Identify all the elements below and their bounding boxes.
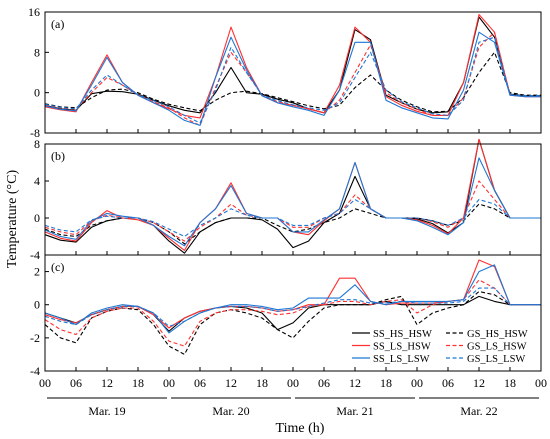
day-label: Mar. 19 (88, 404, 125, 418)
x-tick-label: 00 (535, 376, 547, 390)
y-tick-label: 4 (34, 174, 40, 188)
legend-label: GS_HS_HSW (467, 329, 528, 340)
x-tick-label: 00 (163, 376, 175, 390)
panel-0-series (44, 13, 541, 126)
legend-label: SS_LS_HSW (373, 342, 431, 353)
y-tick-label: -4 (30, 248, 40, 262)
y-tick-label: -4 (30, 364, 40, 378)
x-tick-label: 18 (504, 376, 516, 390)
panel-label: (b) (51, 149, 65, 163)
y-axis-title: Temperature (°C) (5, 170, 20, 269)
x-tick-label: 06 (318, 376, 330, 390)
series-line-gs-ls-lsw (44, 36, 541, 124)
x-tick-label: 12 (225, 376, 237, 390)
series-line-gs-hs-hsw (44, 51, 541, 113)
x-tick-label: 06 (70, 376, 82, 390)
legend-entry-ss-ls-hsw: SS_LS_HSW (352, 342, 431, 353)
series-line-ss-ls-lsw (44, 264, 541, 334)
x-tick-label: 18 (380, 376, 392, 390)
series-line-ss-hs-hsw (44, 138, 541, 254)
x-tick-label: 12 (349, 376, 361, 390)
y-tick-label: 8 (34, 137, 40, 151)
legend-label: GS_LS_LSW (467, 354, 525, 365)
panel-2-series (44, 259, 541, 355)
panel-2: -4 -2 0 2 (c) (30, 254, 542, 378)
x-axis-title: Time (h) (276, 421, 325, 436)
legend-label: SS_HS_HSW (373, 329, 432, 340)
legend-entry-gs-ls-hsw: GS_LS_HSW (446, 342, 527, 353)
legend-label: SS_LS_LSW (373, 354, 430, 365)
legend-entry-ss-hs-hsw: SS_HS_HSW (352, 329, 432, 340)
day-label: Mar. 20 (212, 404, 249, 418)
panel-label: (c) (51, 260, 64, 274)
panel-label: (a) (51, 17, 64, 31)
y-tick-label: 8 (34, 45, 40, 59)
x-tick-label: 00 (39, 376, 51, 390)
series-line-gs-ls-lsw (44, 287, 541, 327)
y-tick-label: 0 (34, 298, 40, 312)
x-tick-label: 12 (473, 376, 485, 390)
series-line-ss-ls-lsw (44, 31, 541, 126)
y-tick-label: 0 (34, 211, 40, 225)
x-tick-label: 06 (194, 376, 206, 390)
panel-1: -4 0 4 8 (b) (30, 137, 542, 262)
legend: SS_HS_HSW GS_HS_HSW SS_LS_HSW GS_LS_HSW SS_L… (352, 329, 528, 365)
x-tick-label: 00 (287, 376, 299, 390)
x-axis: 00 06 12 18 00 06 12 18 00 06 12 18 00 06 12 18 00 Mar. 1… (39, 376, 547, 418)
legend-label: GS_LS_HSW (467, 342, 527, 353)
panel-1-series (44, 138, 541, 254)
series-line-ss-ls-lsw (44, 157, 541, 247)
x-tick-label: 18 (256, 376, 268, 390)
y-tick-label: 0 (34, 86, 40, 100)
x-tick-label: 06 (442, 376, 454, 390)
series-line-gs-ls-hsw (44, 180, 541, 242)
series-line-ss-hs-hsw (44, 16, 541, 114)
day-label: Mar. 22 (460, 404, 497, 418)
y-tick-label: -2 (30, 331, 40, 345)
series-line-gs-ls-lsw (44, 198, 541, 238)
legend-entry-gs-ls-lsw: GS_LS_LSW (446, 354, 525, 365)
x-tick-label: 18 (132, 376, 144, 390)
x-tick-label: 12 (101, 376, 113, 390)
panel-0: -8 0 8 16 (a) (28, 5, 542, 140)
y-tick-label: 16 (28, 5, 40, 19)
series-line-ss-ls-hsw (44, 138, 541, 251)
legend-entry-ss-ls-lsw: SS_LS_LSW (352, 354, 430, 365)
panel-0-frame (44, 11, 542, 134)
day-label: Mar. 21 (336, 404, 373, 418)
x-tick-label: 00 (411, 376, 423, 390)
legend-entry-gs-hs-hsw: GS_HS_HSW (446, 329, 528, 340)
y-tick-label: -8 (30, 126, 40, 140)
panels: -8 0 8 16 (a) -4 0 4 8 (b) -4 -2 0 2 (c) (28, 5, 542, 378)
y-tick-label: 2 (34, 265, 40, 279)
